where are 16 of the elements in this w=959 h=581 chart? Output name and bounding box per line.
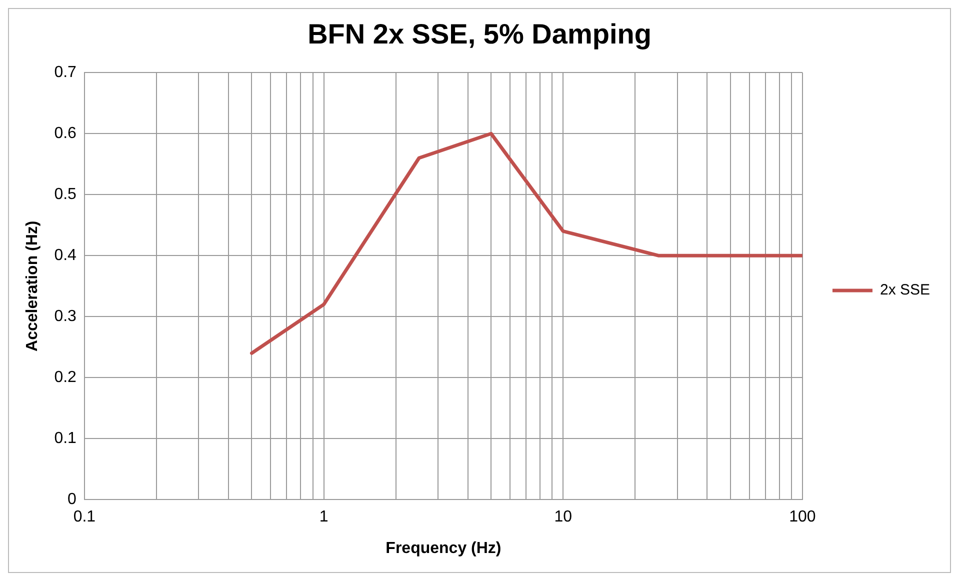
y-tick-label: 0.7	[54, 64, 77, 82]
y-tick-label: 0.4	[54, 247, 77, 264]
y-tick-label: 0.1	[54, 430, 77, 448]
chart-title: BFN 2x SSE, 5% Damping	[308, 18, 652, 50]
y-tick-label: 0.3	[54, 308, 77, 326]
legend-label: 2x SSE	[880, 282, 930, 299]
y-tick-label: 0.5	[54, 186, 77, 204]
y-axis-title: Acceleration (Hz)	[24, 220, 42, 352]
x-axis-title: Frequency (Hz)	[386, 540, 502, 557]
x-tick-label: 100	[789, 508, 816, 526]
x-tick-label: 1	[319, 508, 328, 526]
y-tick-label: 0	[68, 491, 77, 508]
y-tick-label: 0.6	[54, 125, 77, 142]
y-tick-label: 0.2	[54, 369, 77, 386]
x-tick-label: 10	[554, 508, 572, 526]
x-tick-label: 0.1	[73, 508, 96, 526]
